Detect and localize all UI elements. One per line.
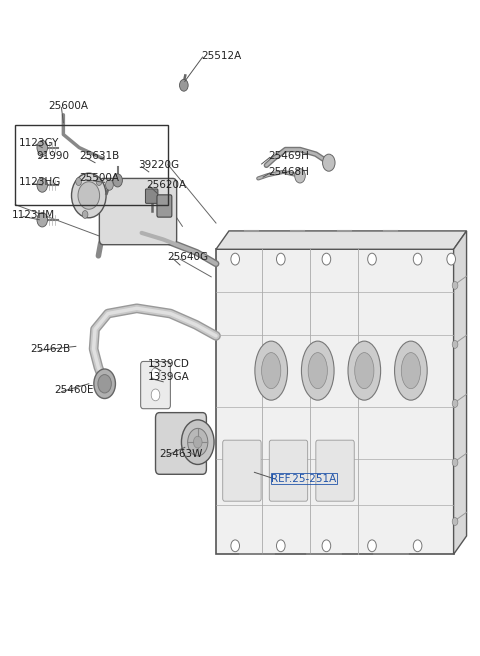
Ellipse shape [355,352,374,388]
Ellipse shape [348,341,381,400]
Circle shape [452,281,458,289]
Circle shape [76,178,82,186]
Ellipse shape [193,436,202,448]
Text: 1123GY: 1123GY [19,138,60,148]
Circle shape [322,540,331,552]
Circle shape [413,540,422,552]
Circle shape [151,368,160,380]
FancyBboxPatch shape [157,195,172,217]
FancyBboxPatch shape [99,178,177,245]
Text: 25640G: 25640G [167,252,208,262]
FancyBboxPatch shape [269,440,308,501]
Text: REF.25-251A: REF.25-251A [271,474,336,484]
Text: 1339CD: 1339CD [148,359,190,369]
Ellipse shape [255,341,288,400]
Text: 25631B: 25631B [79,151,120,161]
Ellipse shape [94,369,115,398]
Circle shape [231,253,240,265]
Ellipse shape [181,420,214,464]
Circle shape [106,180,113,190]
Circle shape [276,540,285,552]
FancyBboxPatch shape [145,189,158,203]
Text: 25469H: 25469H [268,151,309,161]
Circle shape [452,459,458,466]
Text: 1123HM: 1123HM [12,210,55,220]
Text: 1123HG: 1123HG [19,177,61,188]
Text: 91990: 91990 [36,151,69,161]
Text: 39220G: 39220G [138,160,180,171]
Circle shape [452,340,458,348]
Ellipse shape [301,341,334,400]
Circle shape [452,518,458,525]
Polygon shape [454,231,467,554]
Circle shape [151,389,160,401]
Polygon shape [216,249,454,554]
Circle shape [82,211,88,218]
Circle shape [37,140,48,155]
Text: 25462B: 25462B [30,344,70,354]
Circle shape [113,174,122,187]
Circle shape [322,253,331,265]
Circle shape [452,400,458,407]
Ellipse shape [72,173,106,218]
Circle shape [295,169,305,183]
Ellipse shape [262,352,281,388]
Text: 25463W: 25463W [159,449,203,459]
Text: 25620A: 25620A [146,180,187,190]
Ellipse shape [395,341,427,400]
Text: 25500A: 25500A [79,173,119,184]
Circle shape [180,79,188,91]
Circle shape [413,253,422,265]
Text: 25468H: 25468H [268,167,309,177]
Circle shape [37,178,48,192]
Circle shape [96,178,102,186]
FancyBboxPatch shape [223,440,261,501]
Text: 25600A: 25600A [48,101,88,112]
Ellipse shape [188,428,208,456]
Circle shape [276,253,285,265]
Circle shape [368,540,376,552]
FancyBboxPatch shape [141,361,170,409]
FancyBboxPatch shape [316,440,354,501]
Circle shape [447,253,456,265]
Circle shape [323,154,335,171]
Text: 1339GA: 1339GA [148,372,190,382]
Bar [15,125,168,205]
Ellipse shape [401,352,420,388]
Ellipse shape [98,375,111,393]
Circle shape [231,540,240,552]
Polygon shape [216,231,467,249]
Circle shape [368,253,376,265]
Ellipse shape [308,352,327,388]
FancyBboxPatch shape [156,413,206,474]
Text: 25512A: 25512A [202,51,242,61]
Circle shape [37,213,48,227]
Ellipse shape [78,182,100,209]
Text: 25460E: 25460E [54,385,93,396]
